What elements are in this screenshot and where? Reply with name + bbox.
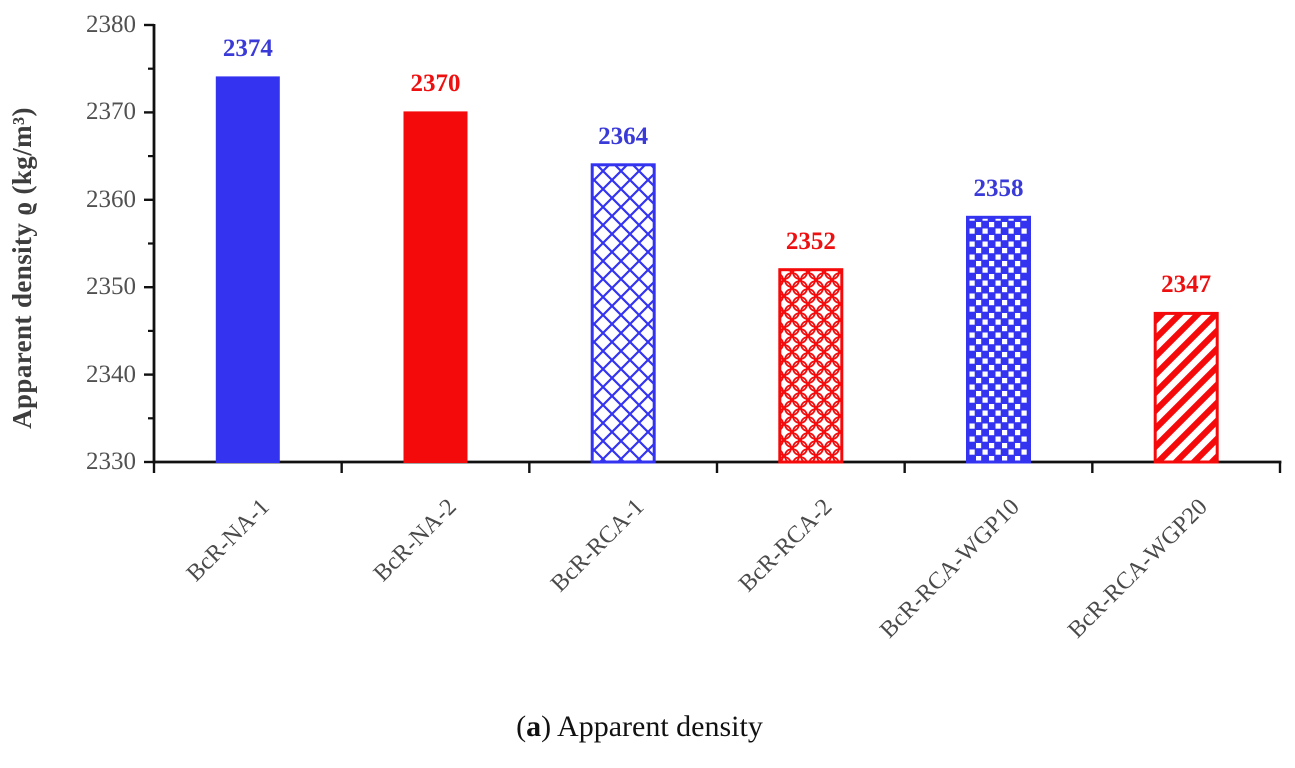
caption-letter: a [526, 710, 542, 743]
caption-paren-close: ) [541, 710, 552, 743]
bar-value-label: 2358 [973, 175, 1024, 203]
bar-value-label: 2352 [785, 227, 836, 255]
caption-paren-open: ( [516, 710, 527, 743]
bar-bcr-rca-2 [778, 268, 844, 464]
bar-value-label: 2347 [1161, 271, 1212, 299]
y-tick-label: 2360 [86, 185, 136, 213]
y-tick-label: 2380 [86, 11, 136, 38]
bar-value-label: 2370 [410, 70, 461, 98]
bar-value-label: 2374 [222, 35, 273, 63]
bar-bcr-rca-wgp20 [1153, 311, 1219, 464]
bar-bcr-rca-1 [590, 163, 656, 464]
bars [215, 76, 1219, 464]
bar-value-label: 2364 [598, 122, 649, 150]
bar-bcr-na-2 [403, 111, 468, 464]
axes [144, 23, 1282, 473]
caption-text: Apparent density [557, 710, 763, 743]
y-tick-label: 2350 [86, 273, 136, 301]
bar-bcr-rca-wgp10 [966, 215, 1031, 464]
figure-caption: (a) Apparent density [0, 710, 1295, 744]
y-tick-label: 2340 [86, 360, 136, 388]
bar-bcr-na-1 [215, 76, 280, 464]
y-tick-label: 2370 [86, 98, 136, 126]
y-tick-label: 2330 [86, 448, 136, 475]
